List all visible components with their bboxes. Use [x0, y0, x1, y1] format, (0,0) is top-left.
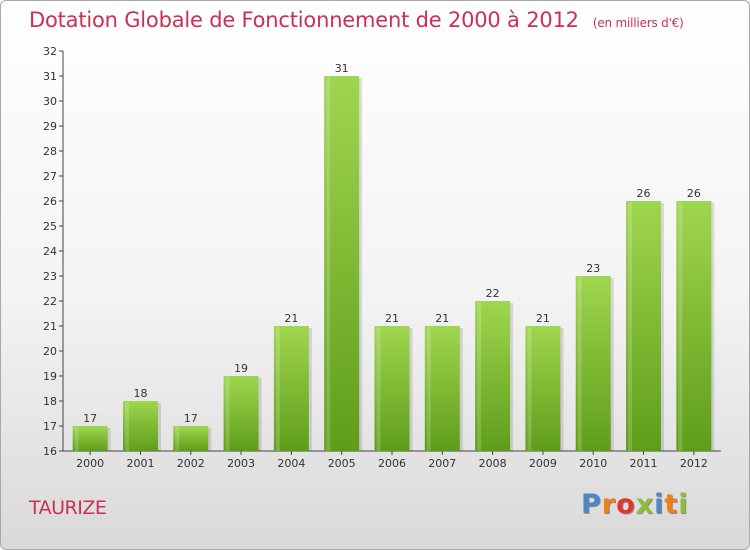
bar-highlight	[326, 77, 331, 451]
bar	[525, 326, 561, 451]
y-tick-label: 18	[43, 395, 57, 408]
y-tick-label: 20	[43, 345, 57, 358]
bar-value-label: 17	[83, 412, 97, 425]
logo-letter: o	[616, 489, 636, 520]
x-tick-label: 2000	[76, 457, 104, 470]
proxiti-logo: Proxiti	[581, 489, 689, 520]
bar	[676, 201, 712, 451]
bar-highlight	[577, 277, 582, 451]
bar-highlight	[426, 327, 431, 451]
x-tick-label: 2001	[126, 457, 154, 470]
y-tick-label: 31	[43, 70, 57, 83]
bar-value-label: 18	[133, 387, 147, 400]
chart-subtitle: (en milliers d'€)	[592, 16, 684, 30]
y-tick-label: 25	[43, 220, 57, 233]
bar-highlight	[275, 327, 280, 451]
x-tick-label: 2010	[579, 457, 607, 470]
x-tick-label: 2008	[479, 457, 507, 470]
logo-letter: i	[678, 489, 689, 520]
logo-letter: i	[654, 489, 665, 520]
bar-highlight	[527, 327, 532, 451]
bar-value-label: 21	[284, 312, 298, 325]
x-tick-label: 2007	[428, 457, 456, 470]
y-tick-label: 30	[43, 95, 57, 108]
chart-title-text: Dotation Globale de Fonctionnement de 20…	[29, 8, 579, 32]
y-tick-label: 26	[43, 195, 57, 208]
bar	[173, 426, 209, 451]
bar-value-label: 21	[435, 312, 449, 325]
bar-value-label: 26	[687, 187, 701, 200]
bar-value-label: 23	[586, 262, 600, 275]
bar	[475, 301, 511, 451]
y-tick-label: 19	[43, 370, 57, 383]
bar-value-label: 21	[385, 312, 399, 325]
bar-highlight	[225, 377, 230, 451]
axes: 16 17 18 19 20 21 22 23 24 25 26 27 28 29 30 31 32 2000 20…	[43, 45, 721, 470]
logo-letter: t	[664, 489, 679, 520]
y-tick-label: 21	[43, 320, 57, 333]
bar-highlight	[376, 327, 381, 451]
bar	[626, 201, 662, 451]
y-tick-label: 29	[43, 120, 57, 133]
y-tick-label: 22	[43, 295, 57, 308]
bar-highlight	[74, 427, 79, 451]
bar	[122, 401, 158, 451]
y-tick-label: 32	[43, 45, 57, 58]
y-tick-label: 24	[43, 245, 57, 258]
bar	[273, 326, 309, 451]
chart-title: Dotation Globale de Fonctionnement de 20…	[29, 8, 684, 32]
bar-value-label: 21	[536, 312, 550, 325]
bar-highlight	[175, 427, 180, 451]
bar-highlight	[124, 402, 129, 451]
bar-highlight	[477, 302, 482, 451]
bar-value-label: 26	[637, 187, 651, 200]
y-tick-label: 17	[43, 420, 57, 433]
x-tick-label: 2009	[529, 457, 557, 470]
bars: 17 18 17 19 21 31 21 21 22 21 23 26 26	[72, 62, 715, 451]
bar	[424, 326, 460, 451]
y-tick-label: 27	[43, 170, 57, 183]
bar	[223, 376, 259, 451]
bar-highlight	[628, 202, 633, 451]
bar	[374, 326, 410, 451]
x-tick-label: 2012	[680, 457, 708, 470]
y-tick-label: 23	[43, 270, 57, 283]
bar	[575, 276, 611, 451]
bar-value-label: 17	[184, 412, 198, 425]
town-name: TAURIZE	[29, 497, 107, 519]
x-tick-label: 2005	[328, 457, 356, 470]
bar	[324, 76, 360, 451]
logo-letter: r	[601, 489, 617, 520]
bar-value-label: 19	[234, 362, 248, 375]
x-tick-label: 2004	[277, 457, 305, 470]
x-tick-label: 2006	[378, 457, 406, 470]
y-tick-label: 16	[43, 445, 57, 458]
bar-value-label: 31	[335, 62, 349, 75]
bar-value-label: 22	[486, 287, 500, 300]
bar	[72, 426, 108, 451]
y-tick-label: 28	[43, 145, 57, 158]
bar-highlight	[678, 202, 683, 451]
x-tick-label: 2002	[177, 457, 205, 470]
x-tick-label: 2003	[227, 457, 255, 470]
logo-letter: P	[581, 489, 602, 520]
logo-letter: x	[635, 489, 655, 520]
x-tick-label: 2011	[630, 457, 658, 470]
